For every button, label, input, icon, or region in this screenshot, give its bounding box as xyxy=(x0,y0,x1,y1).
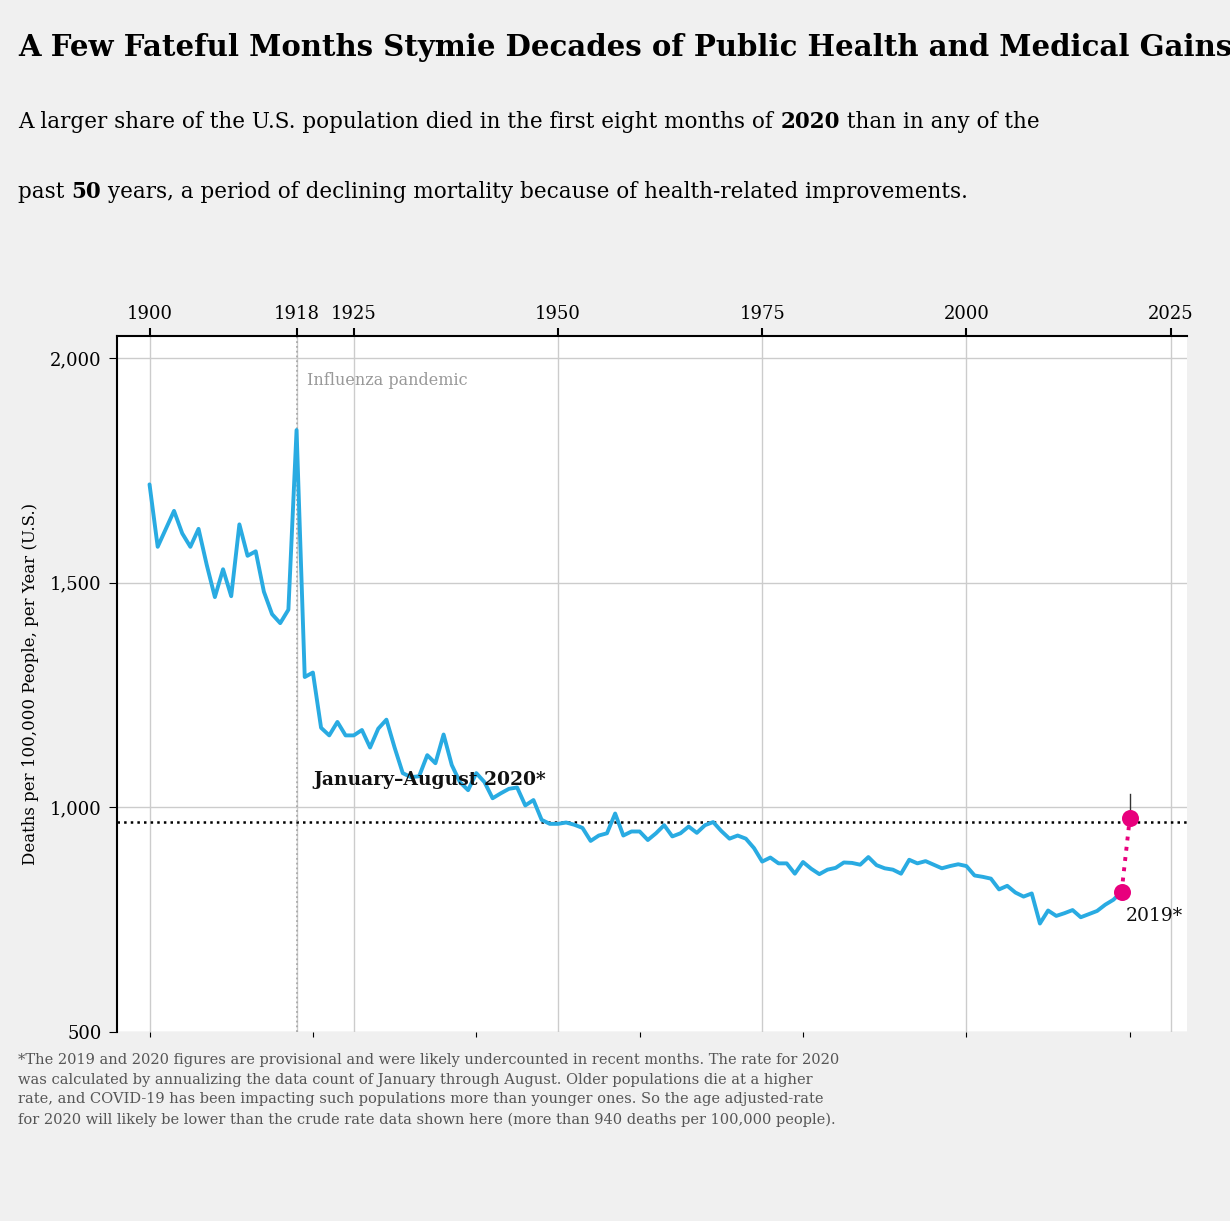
Point xyxy=(1121,808,1140,828)
Text: *The 2019 and 2020 figures are provisional and were likely undercounted in recen: *The 2019 and 2020 figures are provision… xyxy=(18,1054,840,1127)
Y-axis label: Deaths per 100,000 People, per Year (U.S.): Deaths per 100,000 People, per Year (U.S… xyxy=(22,503,38,864)
Text: January–August 2020*: January–August 2020* xyxy=(312,772,546,789)
Text: past: past xyxy=(18,181,71,203)
Text: 2020: 2020 xyxy=(780,111,840,133)
Text: than in any of the: than in any of the xyxy=(840,111,1039,133)
Text: 2019*: 2019* xyxy=(1125,907,1183,926)
Text: Influenza pandemic: Influenza pandemic xyxy=(308,371,467,388)
Point xyxy=(1112,882,1132,901)
Text: A Few Fateful Months Stymie Decades of Public Health and Medical Gains: A Few Fateful Months Stymie Decades of P… xyxy=(18,33,1230,62)
Text: A larger share of the U.S. population died in the first eight months of: A larger share of the U.S. population di… xyxy=(18,111,780,133)
Text: 50: 50 xyxy=(71,181,101,203)
Text: years, a period of declining mortality because of health-related improvements.: years, a period of declining mortality b… xyxy=(101,181,968,203)
